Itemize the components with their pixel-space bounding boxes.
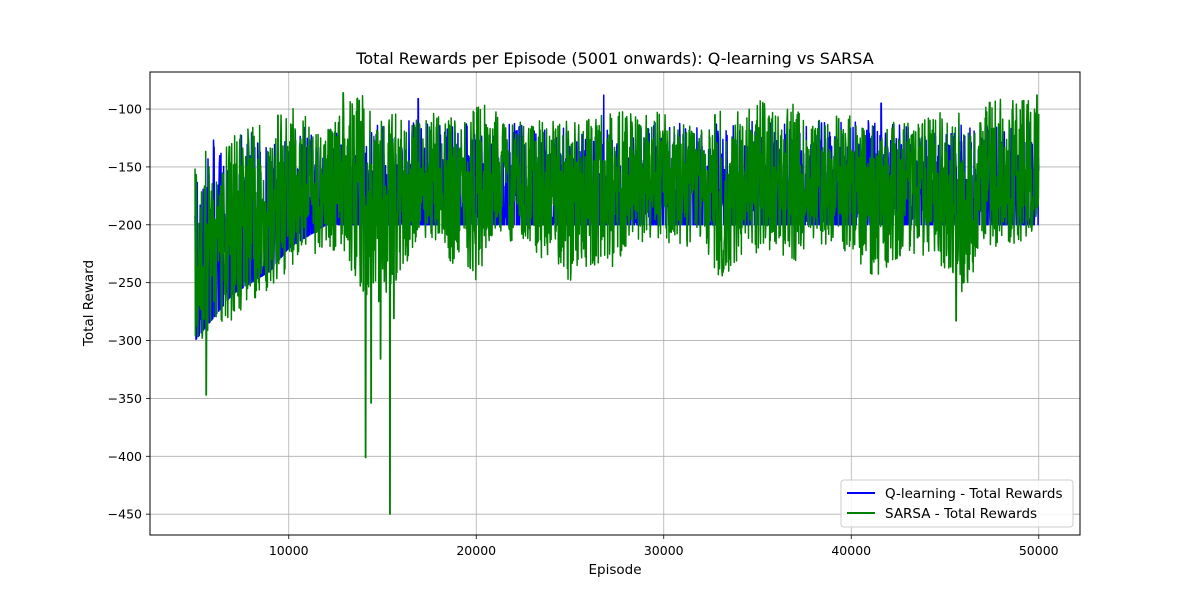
legend-label-sarsa: SARSA - Total Rewards: [885, 506, 1037, 522]
y-tick-label: −450: [108, 507, 142, 522]
y-tick-label: −350: [108, 391, 142, 406]
y-tick-label: −400: [108, 449, 142, 464]
y-tick-label: −100: [108, 102, 142, 117]
x-tick-label: 20000: [456, 543, 496, 558]
chart-title: Total Rewards per Episode (5001 onwards)…: [355, 49, 873, 68]
y-tick-label: −300: [108, 333, 142, 348]
legend-box: [840, 479, 1074, 528]
y-axis-title: Total Reward: [81, 260, 97, 347]
x-tick-label: 10000: [269, 543, 309, 558]
series-line-sarsa: [194, 92, 1040, 515]
x-tick-label: 50000: [1019, 543, 1059, 558]
x-tick-label: 30000: [644, 543, 684, 558]
legend-label-q-learning: Q-learning - Total Rewards: [885, 486, 1063, 502]
plot-frame: [149, 71, 1081, 536]
y-tick-label: −250: [108, 275, 142, 290]
x-tick-label: 40000: [831, 543, 871, 558]
y-tick-label: −200: [108, 217, 142, 232]
x-axis-title: Episode: [588, 562, 641, 578]
plot-series: [194, 92, 1040, 515]
axis-ticks: 10000 20000 30000 40000 50000 −100 −150 −200 −25…: [108, 102, 1059, 558]
y-tick-label: −150: [108, 159, 142, 174]
legend: Q-learning - Total Rewards SARSA - Total…: [840, 479, 1074, 528]
